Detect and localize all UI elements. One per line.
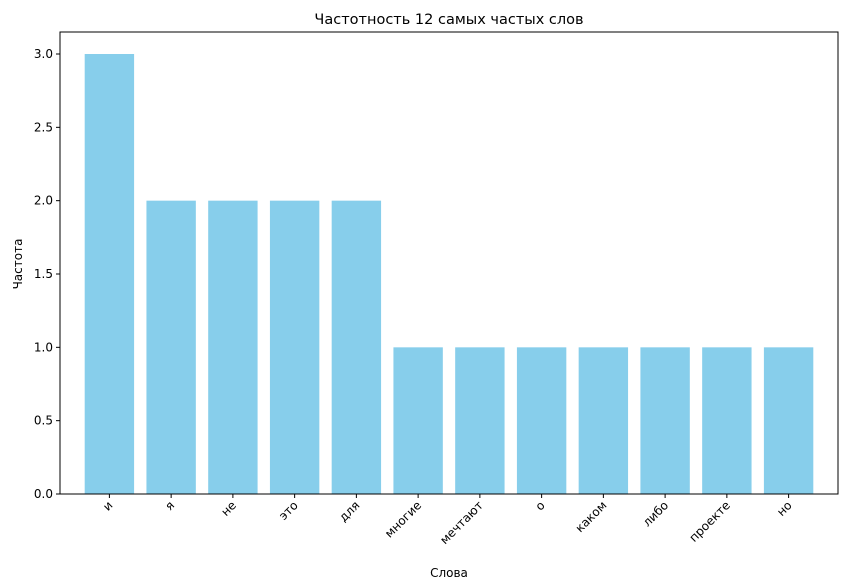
chart-title: Частотность 12 самых частых слов	[314, 12, 583, 28]
bars-group	[84, 54, 814, 494]
bar-6	[455, 347, 505, 494]
bar-0	[84, 54, 135, 494]
bar-3	[269, 200, 320, 494]
y-tick-label: 0.5	[34, 414, 53, 428]
x-axis-label: Слова	[430, 566, 468, 580]
bar-5	[393, 347, 443, 494]
y-tick-label: 2.0	[34, 194, 53, 208]
bar-1	[146, 200, 196, 494]
bar-9	[640, 347, 690, 494]
y-tick-label: 2.5	[34, 120, 53, 134]
plot-frame	[59, 31, 839, 495]
bar-4	[331, 200, 382, 494]
y-tick-label: 0.0	[34, 487, 53, 501]
y-axis-label: Частота	[11, 239, 25, 290]
bar-11	[763, 347, 814, 494]
y-tick-label: 3.0	[34, 47, 53, 61]
bar-7	[516, 347, 567, 494]
bar-8	[578, 347, 629, 494]
y-tick-label: 1.0	[34, 340, 53, 354]
y-axis-ticks: 0.0 0.5 1.0 1.5 2.0 2.5 3.0	[34, 47, 60, 501]
bar-10	[702, 347, 752, 494]
y-tick-label: 1.5	[34, 267, 53, 281]
bar-2	[208, 200, 258, 494]
